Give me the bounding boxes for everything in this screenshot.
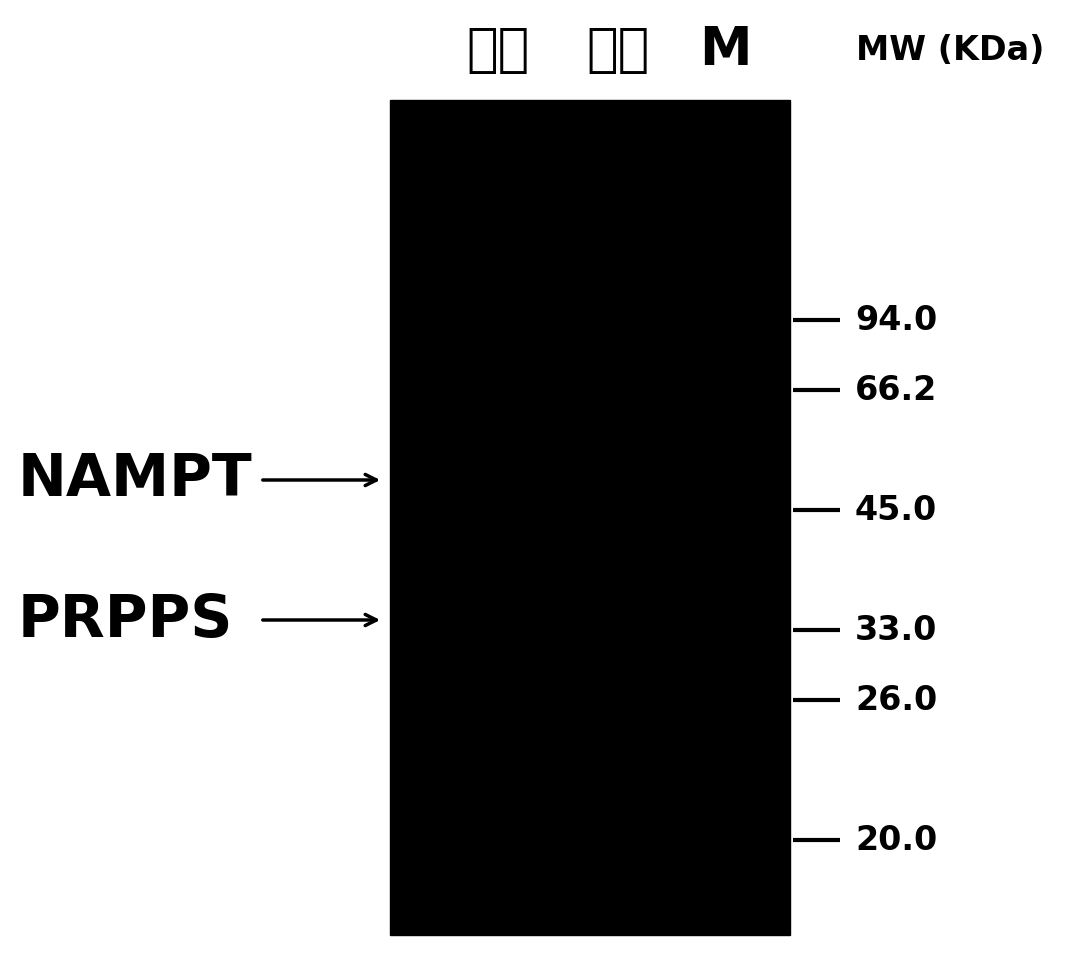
Text: 上清: 上清: [467, 24, 529, 76]
Text: 沉淠: 沉淠: [586, 24, 650, 76]
Text: MW (KDa): MW (KDa): [856, 34, 1045, 66]
Text: 66.2: 66.2: [855, 373, 937, 406]
Text: PRPPS: PRPPS: [18, 591, 233, 649]
Text: NAMPT: NAMPT: [18, 451, 252, 509]
Bar: [390, 100, 790, 935]
Text: 45.0: 45.0: [855, 493, 937, 526]
Text: 94.0: 94.0: [855, 303, 937, 337]
Text: 20.0: 20.0: [855, 824, 937, 856]
Text: 33.0: 33.0: [855, 613, 938, 646]
Text: M: M: [699, 24, 751, 76]
Text: 26.0: 26.0: [855, 684, 937, 716]
